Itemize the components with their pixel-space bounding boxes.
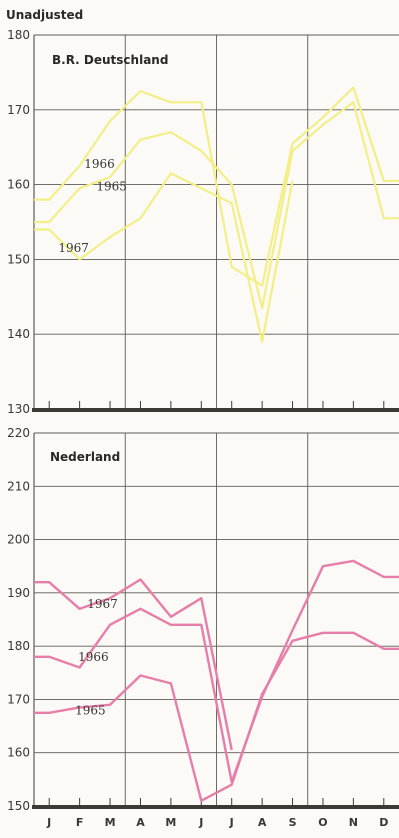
x-axis-bar xyxy=(32,805,399,809)
x-tick-label: J xyxy=(198,816,203,829)
x-axis-bar xyxy=(32,408,399,412)
y-tick-label: 130 xyxy=(7,402,30,416)
series-label-1966: 1966 xyxy=(78,650,109,664)
header-label: Unadjusted xyxy=(6,8,83,22)
series-line-1965 xyxy=(34,631,399,802)
y-tick-label: 150 xyxy=(7,252,30,266)
series-line-1967 xyxy=(34,578,233,751)
y-tick-label: 180 xyxy=(7,639,30,653)
y-tick-label: 170 xyxy=(7,692,30,706)
panel-title: B.R. Deutschland xyxy=(52,53,168,67)
y-tick-label: 170 xyxy=(7,103,30,117)
x-tick-label: F xyxy=(76,816,84,829)
y-tick-label: 160 xyxy=(7,178,30,192)
panel-2: 150 160 170 180 190 200 210 220 J F M A M J J A S O N D Nede… xyxy=(7,426,399,829)
series-label-1967: 1967 xyxy=(58,241,89,255)
y-tick-label: 200 xyxy=(7,533,30,547)
x-tick-label: D xyxy=(379,816,388,829)
y-tick-label: 190 xyxy=(7,586,30,600)
y-tick-label: 160 xyxy=(7,746,30,760)
series-line-1966 xyxy=(34,101,399,310)
y-tick-label: 150 xyxy=(7,799,30,813)
panel-1: 130 140 150 160 170 180 B.R. Deutschland 1965 19… xyxy=(7,28,399,416)
series-line-1966 xyxy=(34,559,399,784)
x-tick-label: M xyxy=(165,816,176,829)
y-tick-label: 140 xyxy=(7,327,30,341)
y-tick-label: 220 xyxy=(7,426,30,440)
series-line-1967 xyxy=(34,172,294,343)
series-label-1965: 1965 xyxy=(96,180,127,194)
y-tick-label: 180 xyxy=(7,28,30,42)
series-label-1966: 1966 xyxy=(84,157,115,171)
series-label-1965: 1965 xyxy=(75,703,106,717)
x-tick-label: J xyxy=(46,816,51,829)
x-tick-label: A xyxy=(136,816,145,829)
x-tick-label: A xyxy=(258,816,267,829)
x-tick-label: S xyxy=(289,816,297,829)
x-tick-label: N xyxy=(349,816,358,829)
series-label-1967: 1967 xyxy=(87,597,118,611)
series-line-1965 xyxy=(34,86,399,287)
x-tick-label: J xyxy=(229,816,234,829)
panel-title: Nederland xyxy=(50,450,120,464)
x-tick-label: O xyxy=(318,816,327,829)
y-tick-label: 210 xyxy=(7,479,30,493)
x-tick-label: M xyxy=(105,816,116,829)
